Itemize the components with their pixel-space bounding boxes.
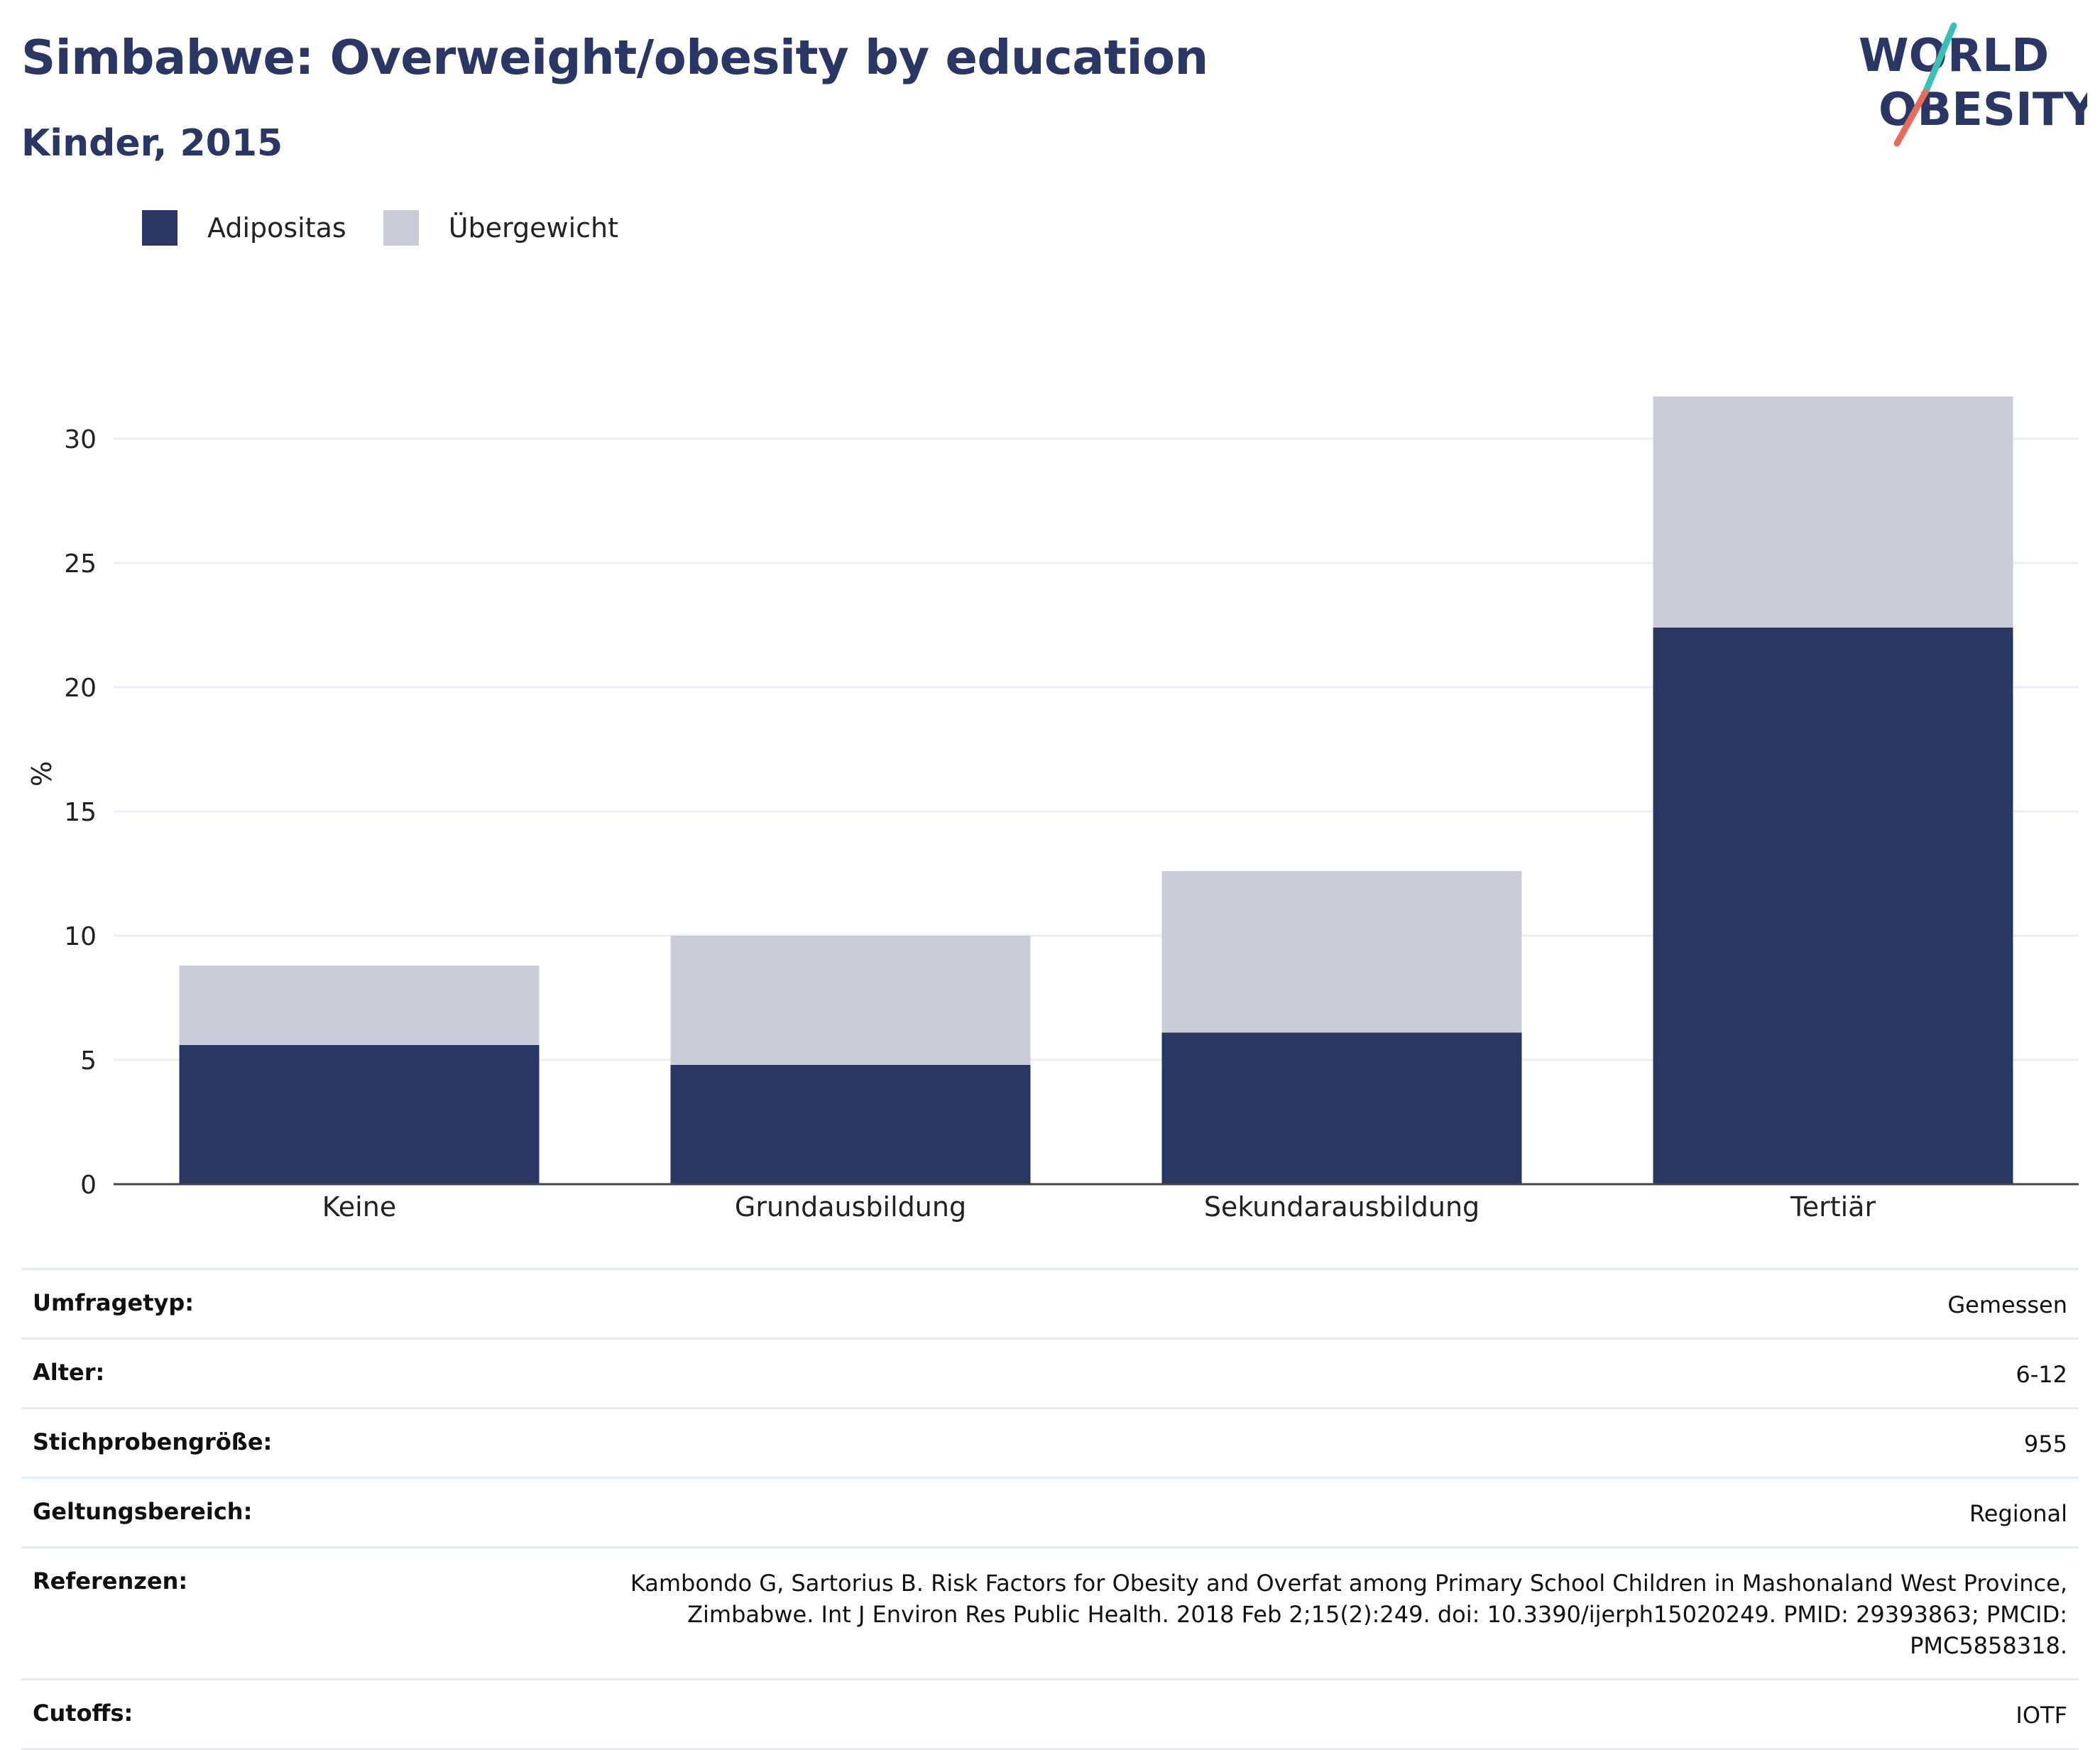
- meta-value: IOTF: [2016, 1702, 2067, 1729]
- chart-title: Simbabwe: Overweight/obesity by educatio…: [21, 30, 1208, 85]
- y-tick-label: 5: [80, 1046, 97, 1076]
- meta-label: Geltungsbereich:: [33, 1498, 253, 1525]
- meta-label: Cutoffs:: [33, 1700, 133, 1727]
- meta-row-sample-size: Stichprobengröße: 955: [21, 1407, 2079, 1477]
- legend-item-adipositas[interactable]: Adipositas: [142, 210, 346, 246]
- legend-item-uebergewicht[interactable]: Übergewicht: [383, 210, 618, 246]
- bar-adipositas: [179, 1045, 540, 1184]
- meta-value: 6-12: [2016, 1361, 2067, 1388]
- x-tick-label: Grundausbildung: [735, 1191, 966, 1223]
- meta-row-age: Alter: 6-12: [21, 1338, 2079, 1407]
- legend-label-adipositas: Adipositas: [207, 212, 346, 244]
- meta-label: Stichprobengröße:: [33, 1428, 273, 1455]
- bar-uebergewicht: [179, 966, 540, 1045]
- meta-value: Kambondo G, Sartorius B. Risk Factors fo…: [630, 1570, 2067, 1659]
- chart-subtitle: Kinder, 2015: [21, 122, 283, 165]
- meta-row-cutoffs: Cutoffs: IOTF: [21, 1678, 2079, 1750]
- logo-slash-top: [1922, 22, 1957, 96]
- legend-swatch-uebergewicht: [383, 210, 419, 246]
- bar-adipositas: [1161, 1032, 1522, 1184]
- bar-uebergewicht: [1161, 871, 1522, 1033]
- logo-text-world: WORLD: [1859, 30, 2049, 82]
- world-obesity-logo: WORLD OBESITY: [1859, 22, 2087, 147]
- meta-value: Regional: [1969, 1500, 2067, 1527]
- bar-uebergewicht: [670, 936, 1031, 1065]
- meta-row-survey-type: Umfragetyp: Gemessen: [21, 1268, 2079, 1338]
- meta-row-scope: Geltungsbereich: Regional: [21, 1477, 2079, 1546]
- y-tick-label: 30: [64, 425, 97, 454]
- x-tick-label: Tertiär: [1790, 1191, 1876, 1223]
- legend-label-uebergewicht: Übergewicht: [448, 212, 618, 244]
- metadata-table: Umfragetyp: Gemessen Alter: 6-12 Stichpr…: [21, 1268, 2079, 1750]
- bar-adipositas: [1653, 628, 2013, 1184]
- logo-slash-bottom: [1893, 89, 1929, 147]
- meta-value: 955: [2023, 1431, 2067, 1458]
- meta-label: Referenzen:: [33, 1568, 188, 1595]
- bar-uebergewicht: [1653, 396, 2013, 628]
- meta-label: Alter:: [33, 1359, 105, 1386]
- y-axis-label: %: [26, 761, 58, 787]
- x-tick-label: Keine: [322, 1191, 396, 1223]
- y-tick-label: 20: [64, 674, 97, 703]
- y-tick-label: 25: [64, 549, 97, 579]
- x-tick-label: Sekundarausbildung: [1204, 1191, 1480, 1223]
- bar-chart: 0 5 10 15 20 25 30% Keine Grundausbildung Sekunda…: [26, 396, 2079, 1223]
- y-tick-label: 15: [64, 798, 97, 827]
- y-tick-label: 0: [80, 1171, 97, 1200]
- meta-row-references: Referenzen: Kambondo G, Sartorius B. Ris…: [21, 1546, 2079, 1678]
- legend-swatch-adipositas: [142, 210, 177, 246]
- bar-adipositas: [670, 1065, 1031, 1184]
- chart-legend: Adipositas Übergewicht: [142, 210, 655, 246]
- meta-label: Umfragetyp:: [33, 1289, 195, 1316]
- y-tick-label: 10: [64, 922, 97, 951]
- meta-value: Gemessen: [1947, 1291, 2067, 1318]
